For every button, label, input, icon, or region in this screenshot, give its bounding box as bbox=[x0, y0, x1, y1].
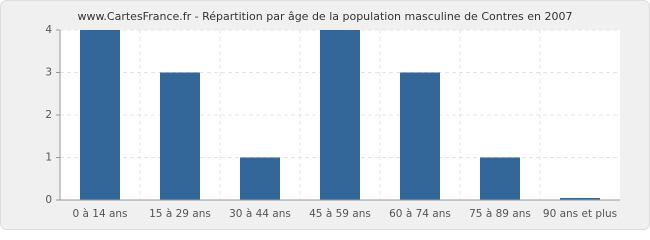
x-tick-label: 75 à 89 ans bbox=[469, 208, 531, 220]
x-tick-label: 15 à 29 ans bbox=[149, 208, 211, 220]
y-tick-label: 0 bbox=[45, 194, 52, 206]
y-tick-label: 3 bbox=[45, 67, 52, 79]
bar bbox=[240, 157, 280, 200]
x-tick-label: 45 à 59 ans bbox=[309, 208, 371, 220]
y-tick-label: 1 bbox=[45, 152, 52, 164]
chart: www.CartesFrance.fr - Répartition par âg… bbox=[0, 0, 650, 230]
page: www.CartesFrance.fr - Répartition par âg… bbox=[0, 0, 650, 230]
y-tick-label: 4 bbox=[45, 24, 52, 36]
bar bbox=[320, 30, 360, 200]
chart-title: www.CartesFrance.fr - Répartition par âg… bbox=[77, 10, 572, 23]
y-tick-label: 2 bbox=[45, 109, 52, 121]
bar bbox=[160, 72, 200, 200]
bar bbox=[560, 198, 600, 200]
x-tick-label: 0 à 14 ans bbox=[72, 208, 127, 220]
bar bbox=[400, 72, 440, 200]
bar bbox=[80, 30, 120, 200]
x-tick-label: 60 à 74 ans bbox=[389, 208, 451, 220]
x-tick-label: 30 à 44 ans bbox=[229, 208, 291, 220]
bar bbox=[480, 157, 520, 200]
x-tick-label: 90 ans et plus bbox=[543, 208, 617, 220]
